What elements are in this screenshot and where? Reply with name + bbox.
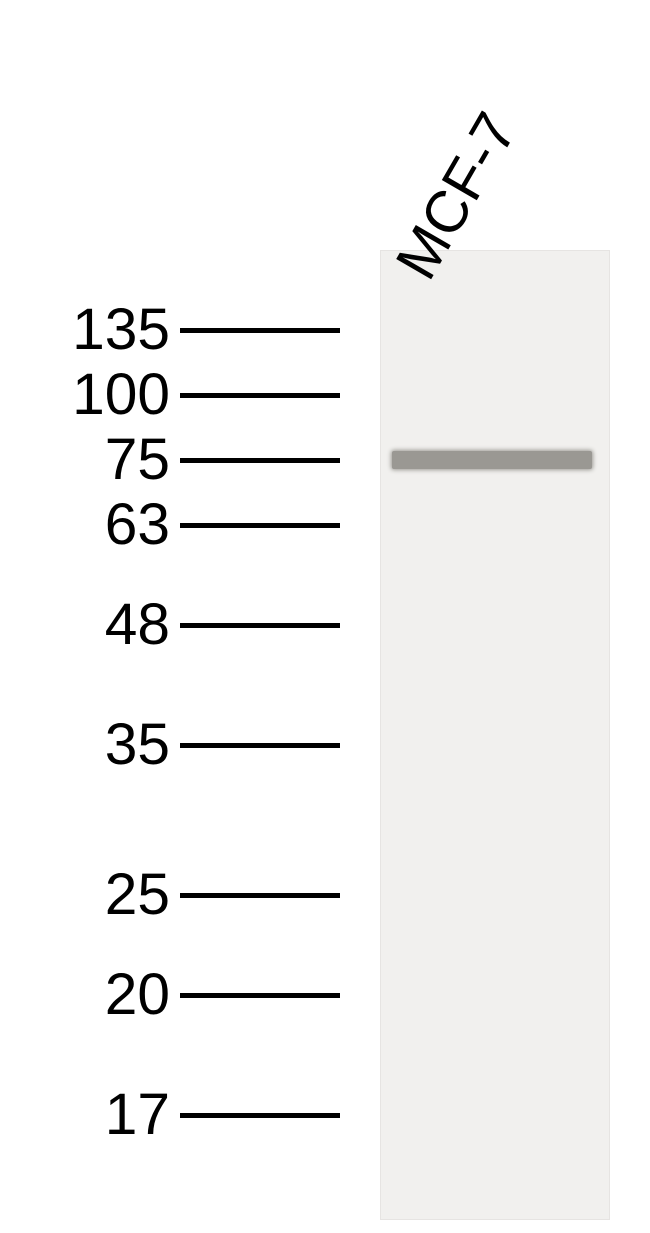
marker-label: 25 <box>105 866 170 925</box>
marker-label: 75 <box>105 431 170 490</box>
marker-label: 48 <box>105 596 170 655</box>
marker-tick <box>180 523 340 528</box>
blot-band <box>392 451 592 469</box>
marker-tick <box>180 458 340 463</box>
western-blot-figure: MCF-7 13510075634835252017 <box>0 0 650 1233</box>
marker-label: 135 <box>72 301 170 360</box>
marker-tick <box>180 743 340 748</box>
marker-tick <box>180 893 340 898</box>
blot-lane <box>380 250 610 1220</box>
marker-label: 20 <box>105 966 170 1025</box>
marker-tick <box>180 328 340 333</box>
marker-tick <box>180 393 340 398</box>
marker-tick <box>180 1113 340 1118</box>
marker-label: 63 <box>105 496 170 555</box>
marker-label: 35 <box>105 716 170 775</box>
marker-label: 17 <box>105 1086 170 1145</box>
marker-label: 100 <box>72 366 170 425</box>
marker-tick <box>180 623 340 628</box>
marker-tick <box>180 993 340 998</box>
